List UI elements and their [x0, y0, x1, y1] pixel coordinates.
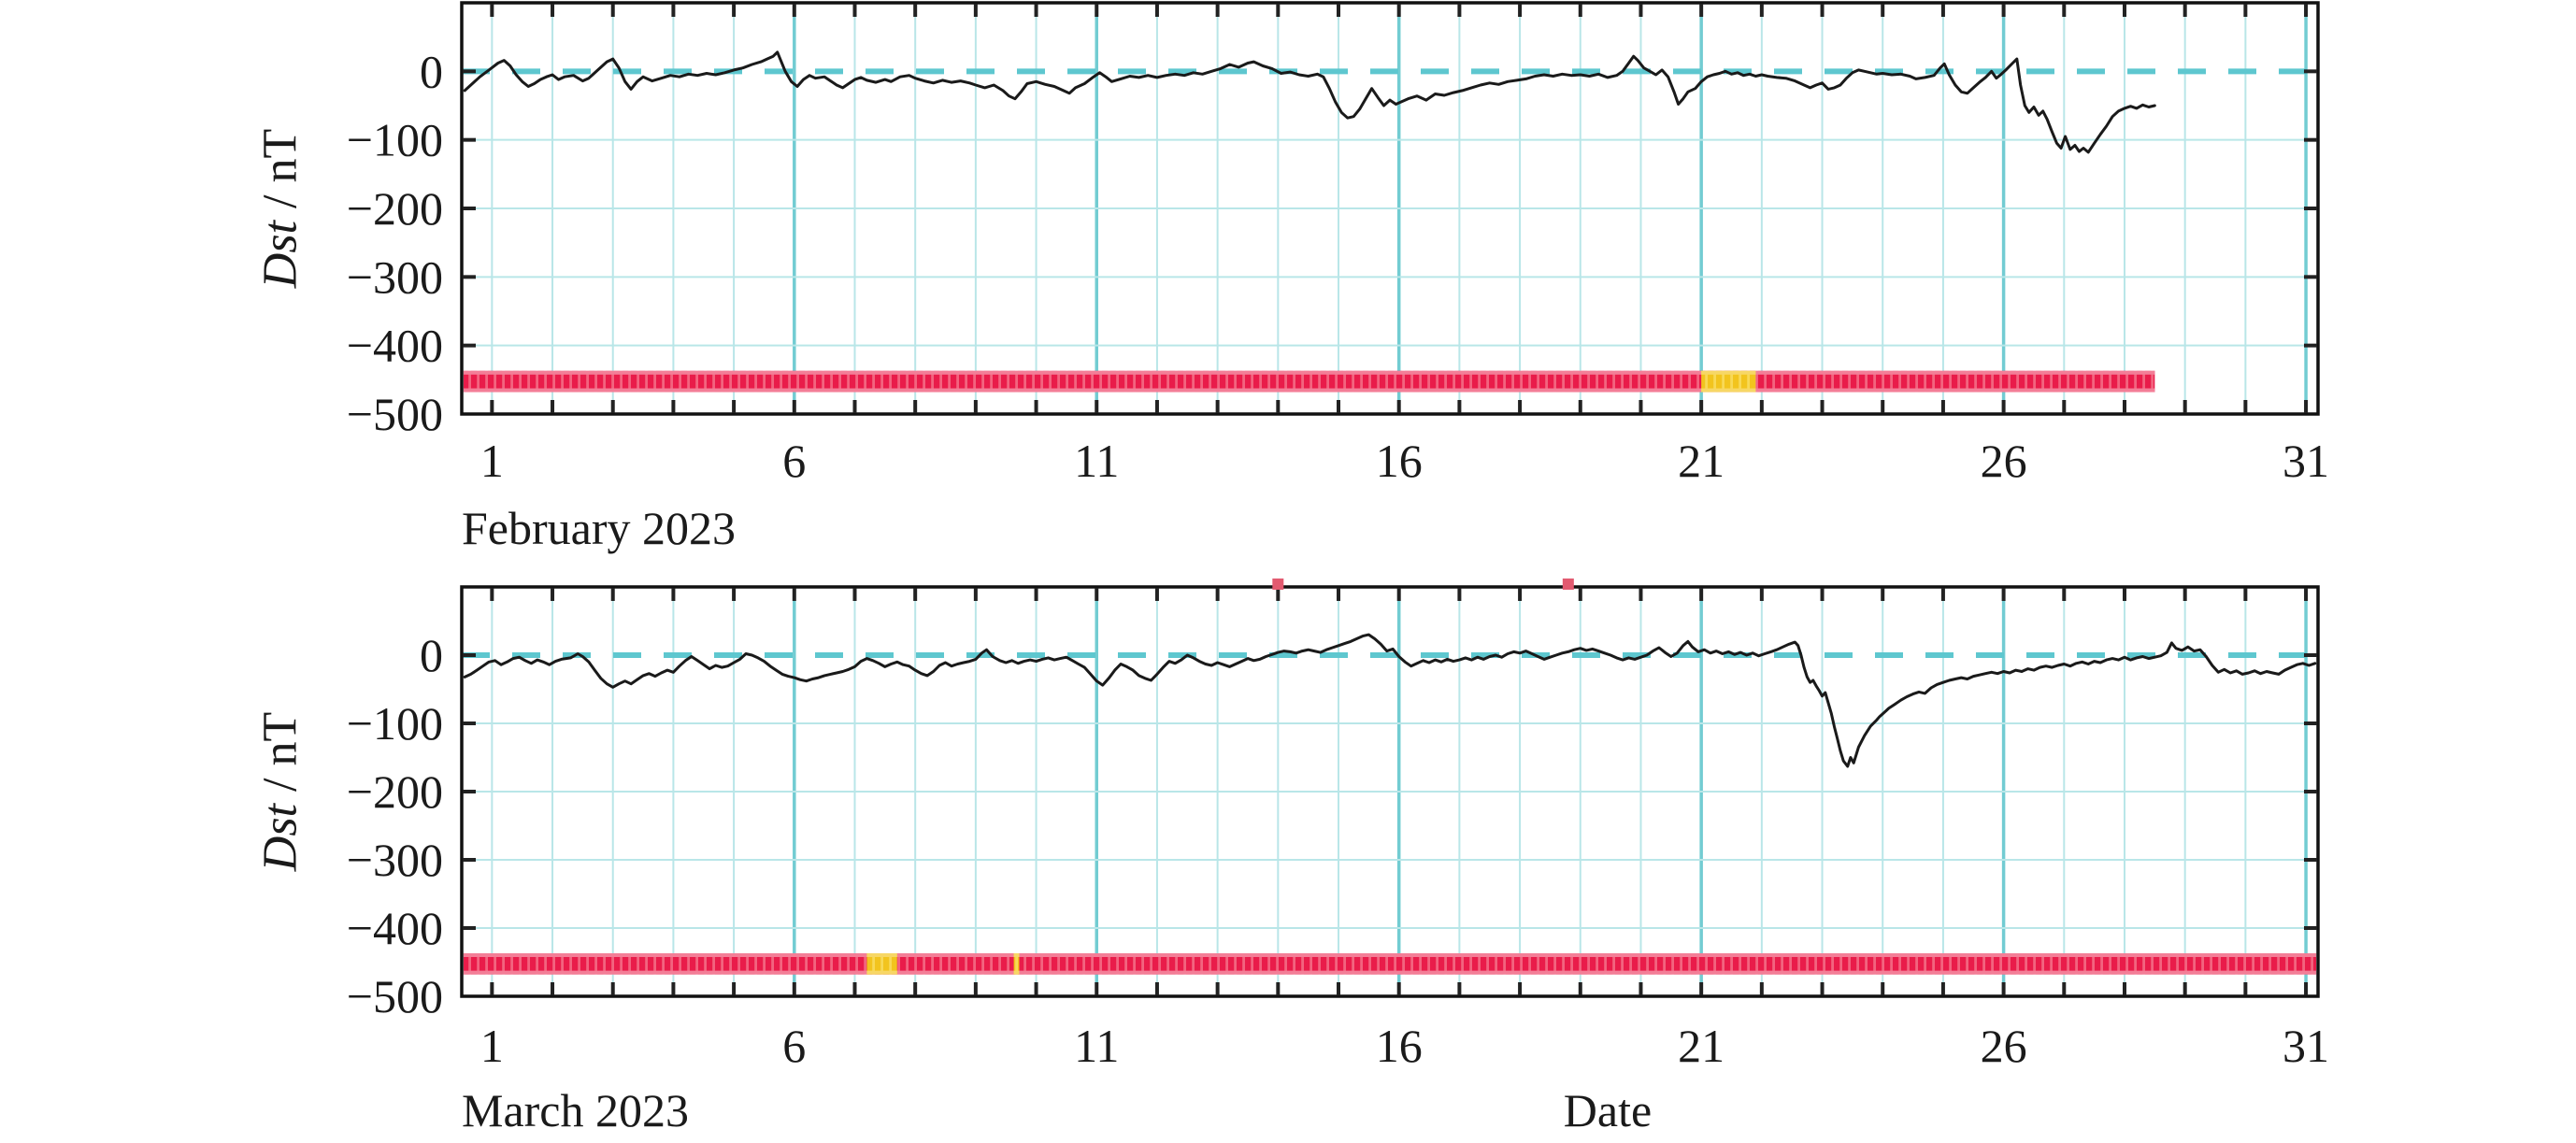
x-tick-label: 21 — [1678, 1020, 1724, 1072]
month-label-march: March 2023 — [462, 1084, 689, 1136]
x-tick-label: 26 — [1981, 435, 2027, 487]
y-axis-title-dst: Dst — [253, 220, 308, 289]
x-tick-label: 31 — [2283, 1020, 2329, 1072]
x-tick-label: 26 — [1981, 1020, 2027, 1072]
x-tick-label: 11 — [1074, 435, 1119, 487]
clipped-point-mark — [1562, 579, 1574, 590]
clipped-point-mark — [1272, 579, 1284, 590]
x-axis-label-date: Date — [1563, 1084, 1653, 1136]
y-tick-label: −300 — [347, 834, 443, 886]
y-tick-label: −200 — [347, 182, 443, 235]
data-availability-bar-yellow — [866, 953, 897, 975]
y-tick-label: −200 — [347, 765, 443, 818]
dst-line-series — [463, 633, 2317, 768]
x-tick-label: 6 — [782, 435, 806, 487]
x-tick-label: 1 — [480, 435, 504, 487]
x-tick-label: 16 — [1376, 1020, 1423, 1072]
data-availability-bar-yellow — [1013, 953, 1020, 975]
x-tick-label: 31 — [2283, 435, 2329, 487]
x-tick-label: 1 — [480, 1020, 504, 1072]
panel-border — [460, 585, 2320, 998]
month-label-february: February 2023 — [462, 502, 736, 554]
dst-line-series — [463, 50, 2156, 154]
y-tick-label: −500 — [347, 970, 443, 1022]
y-tick-label: −400 — [347, 320, 443, 372]
y-tick-label: −100 — [347, 114, 443, 166]
y-tick-label: −300 — [347, 250, 443, 303]
x-tick-label: 11 — [1074, 1020, 1119, 1072]
x-tick-label: 6 — [782, 1020, 806, 1072]
y-tick-label: −100 — [347, 697, 443, 750]
y-tick-label: 0 — [420, 45, 443, 97]
x-tick-label: 21 — [1678, 435, 1724, 487]
y-axis-title-dst: Dst — [253, 803, 308, 872]
y-axis-title-march: Dst / nT — [253, 712, 308, 871]
y-axis-title-unit: / nT — [253, 128, 308, 221]
panel-border — [460, 1, 2320, 416]
data-availability-bar-yellow — [1701, 370, 1756, 393]
y-tick-label: 0 — [420, 629, 443, 681]
x-tick-label: 16 — [1376, 435, 1423, 487]
y-tick-label: −400 — [347, 902, 443, 954]
data-availability-bar-red — [463, 953, 2317, 975]
y-tick-label: −500 — [347, 388, 443, 440]
y-axis-title-unit: / nT — [253, 711, 308, 804]
y-axis-title-february: Dst / nT — [253, 129, 308, 288]
